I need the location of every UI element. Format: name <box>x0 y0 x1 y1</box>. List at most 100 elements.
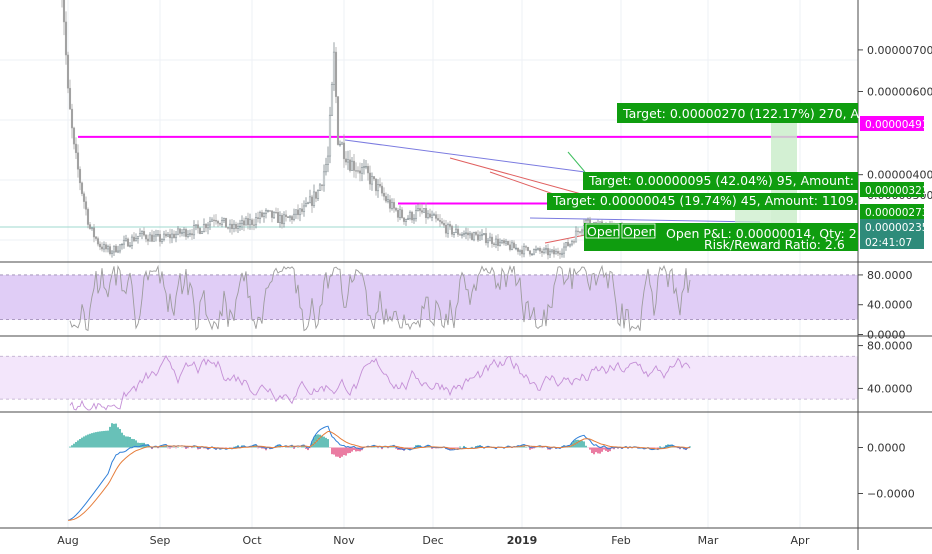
risk-reward-label: Risk/Reward Ratio: 2.6 <box>704 237 845 252</box>
candle-body <box>562 246 566 254</box>
indicator-bands <box>0 274 858 400</box>
price-tick-label: 0.00000600 <box>867 85 932 98</box>
osc2-tick-label: 40.0000 <box>867 382 913 395</box>
price-badge <box>860 116 924 131</box>
candle-body <box>526 246 530 251</box>
candle-body <box>230 223 234 230</box>
candle-body <box>346 159 350 163</box>
candle-body <box>332 51 336 85</box>
candle-body <box>108 246 112 254</box>
candle-body <box>484 233 488 244</box>
candle-body <box>422 208 426 213</box>
candle-body <box>398 209 402 218</box>
candle-body <box>158 233 162 242</box>
candle-body <box>338 143 342 146</box>
grid <box>0 0 858 528</box>
candle-body <box>194 224 198 226</box>
trend-line <box>344 139 586 173</box>
open-label-box <box>585 223 620 239</box>
oscillator-1-line <box>69 264 691 333</box>
candle-body <box>138 233 142 237</box>
candle-body <box>164 233 168 237</box>
candle-body <box>324 164 328 173</box>
candle-body <box>178 228 182 234</box>
candle-body <box>206 224 210 229</box>
candle-body <box>410 211 414 221</box>
candle-body <box>220 220 224 225</box>
candle-body <box>192 225 196 236</box>
position-box <box>584 223 858 251</box>
candle-body <box>500 240 504 243</box>
candle-body <box>576 230 580 233</box>
oscillator-1-series <box>69 264 691 333</box>
candle-body <box>578 231 582 233</box>
candle-body <box>236 226 240 229</box>
price-badge <box>860 234 924 249</box>
candle-body <box>326 155 330 165</box>
candle-body <box>464 232 468 234</box>
candle-body <box>556 251 560 254</box>
candle-body <box>268 210 272 212</box>
candle-body <box>294 209 298 215</box>
candle-body <box>302 205 306 212</box>
price-badge-label: 0.00000321 <box>865 185 928 197</box>
candle-body <box>470 233 474 241</box>
candle-body <box>568 243 572 247</box>
order-box <box>583 172 858 190</box>
candle-body <box>394 208 398 211</box>
osc2-tick-label: 80.0000 <box>867 340 913 353</box>
candle-body <box>316 190 320 199</box>
candle-body <box>264 210 268 214</box>
candle-body <box>456 228 460 235</box>
candle-body <box>446 224 450 234</box>
candle-body <box>214 220 218 222</box>
candle-body <box>250 219 254 225</box>
candle-body <box>382 192 386 197</box>
candle-body <box>404 219 408 222</box>
candle-body <box>202 223 206 232</box>
candle-body <box>454 228 458 233</box>
candle-body <box>256 217 260 219</box>
price-badge <box>860 182 924 197</box>
candle-body <box>392 202 396 209</box>
candle-body <box>280 214 284 225</box>
candle-body <box>282 214 286 225</box>
time-axis: Aug Sep Oct Nov Dec 2019 Feb Mar Apr <box>57 534 810 547</box>
candle-body <box>374 178 378 192</box>
candle-body <box>362 166 366 168</box>
candle-body <box>574 230 578 243</box>
candle-body <box>544 248 548 250</box>
candle-body <box>476 234 480 241</box>
candle-body <box>228 223 232 229</box>
candle-body <box>244 218 248 226</box>
candle-body <box>260 212 264 217</box>
candle-body <box>402 217 406 222</box>
candle-body <box>180 231 184 234</box>
candle-body <box>360 167 364 174</box>
candle-body <box>252 224 256 226</box>
candle-body <box>458 234 462 236</box>
candle-body <box>82 193 86 202</box>
time-axis-label: Dec <box>422 534 443 547</box>
candle-body <box>508 244 512 250</box>
open-label: Open <box>587 224 620 239</box>
price-tick-label: 0.00000700 <box>867 44 932 57</box>
candle-body <box>512 242 516 249</box>
candle-body <box>70 108 74 129</box>
price-candles <box>61 0 690 260</box>
candle-body <box>272 211 276 218</box>
candle-body <box>254 217 258 226</box>
candle-body <box>330 83 334 116</box>
candle-body <box>308 196 312 204</box>
candle-body <box>306 202 310 204</box>
candle-body <box>466 232 470 236</box>
candle-body <box>468 233 472 236</box>
order-labels[interactable]: Target: 0.00000270 (122.17%) 270, A Targe… <box>547 103 860 252</box>
candle-body <box>170 233 174 239</box>
candle-body <box>114 245 118 253</box>
candle-body <box>506 240 510 245</box>
candle-body <box>240 220 244 225</box>
candle-body <box>234 223 238 229</box>
